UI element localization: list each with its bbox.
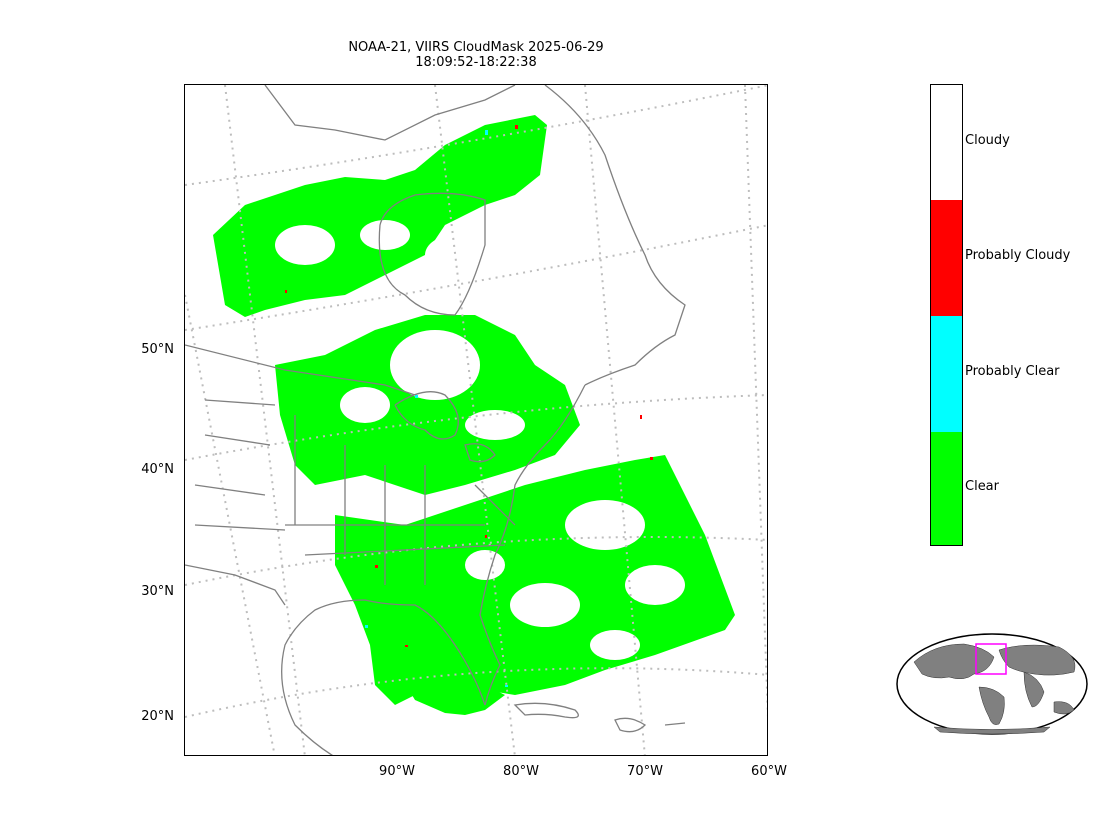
legend-colorbar [930,84,963,546]
title-line-1: NOAA-21, VIIRS CloudMask 2025-06-29 [348,40,604,55]
legend-label-probably-clear: Probably Clear [965,364,1060,379]
legend-label-clear: Clear [965,479,999,494]
lon-label-80w: 80°W [503,764,539,779]
us-east-coast [479,384,586,706]
legend-label-probably-cloudy: Probably Cloudy [965,248,1071,263]
us-canada-border [185,344,416,396]
cloud-patch [390,330,480,400]
lat-label-40n: 40°N [141,462,174,477]
meridian-80w [434,85,516,755]
meridian-60w [744,85,767,718]
swath-clear-nw [213,115,547,317]
cloud-patch [275,225,335,265]
lat-label-20n: 20°N [141,709,174,724]
hudson-bay [378,192,486,316]
lat-label-30n: 30°N [141,584,174,599]
lon-label-90w: 90°W [379,764,415,779]
state-lines [194,399,516,585]
legend-swatch-probably-cloudy [931,200,962,316]
legend-swatch-clear [931,432,962,545]
parallel-20n [185,667,767,718]
legend-swatch-cloudy [931,85,962,200]
cloud-patch [465,550,505,580]
map-svg [185,85,767,755]
labrador-coast [544,85,686,386]
cloudy-patches [275,220,685,660]
overview-domain-box [975,643,1007,675]
cloud-patch [340,387,390,423]
cloud-patch [590,630,640,660]
world-overview-icon [896,633,1088,735]
cloud-patch [360,220,410,250]
gulf-coast [281,599,486,755]
map-panel [184,84,768,756]
cloud-patch [425,235,485,275]
cloud-patch [510,583,580,627]
lon-label-60w: 60°W [751,764,787,779]
lat-label-50n: 50°N [141,342,174,357]
swath-clear-central [275,315,580,495]
parallel-60n [185,85,767,186]
cloud-patch [565,500,645,550]
title-line-2: 18:09:52-18:22:38 [415,55,537,70]
legend-label-cloudy: Cloudy [965,133,1010,148]
meridian-70w [584,85,646,755]
meridian-100w [185,294,276,755]
probably-clear-speckles [365,130,508,687]
globe-land [913,643,1076,735]
probably-cloudy-speckles [285,125,653,647]
great-lakes [394,391,496,463]
parallel-40n [185,394,767,461]
coastlines [185,85,686,755]
swath-clear-florida [400,640,505,715]
meridian-90w [224,85,306,755]
caribbean-islands [614,717,686,733]
map-title: NOAA-21, VIIRS CloudMask 2025-06-29 18:0… [184,40,768,70]
parallel-30n [185,536,767,586]
legend-swatch-probably-clear [931,316,962,432]
us-mexico-border [185,564,286,606]
parallel-50n [185,224,767,331]
graticule [185,85,767,755]
lon-label-70w: 70°W [627,764,663,779]
cloud-patch [625,565,685,605]
cuba [513,702,579,719]
canada-north-coast [264,85,516,141]
cloud-patch [465,410,525,440]
